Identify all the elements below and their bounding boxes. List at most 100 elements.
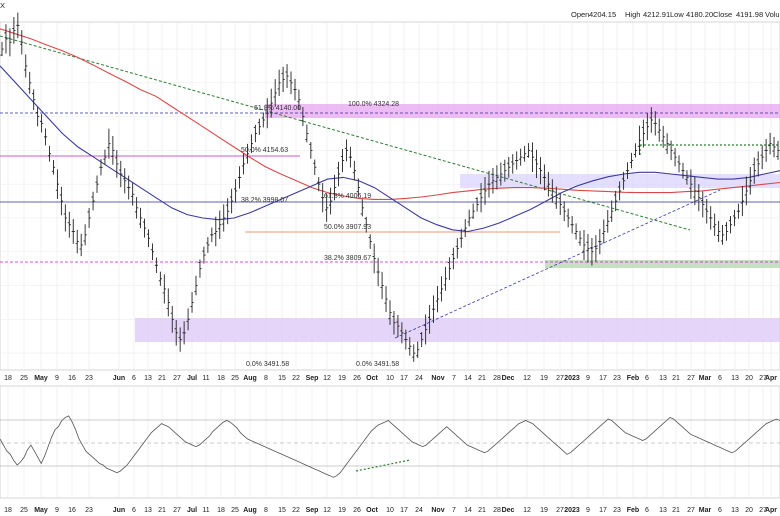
x-tick-label: Dec: [502, 375, 515, 382]
price-bar: [99, 159, 103, 176]
price-bar: [732, 209, 737, 227]
price-bar: [249, 134, 254, 153]
x-tick-label: 17: [599, 507, 607, 514]
price-bar: [364, 216, 368, 233]
x-tick-label: Jun: [113, 507, 125, 514]
x-tick-label: 27: [173, 507, 181, 514]
ohlc-header: X Open 4204.15 High 4212.91 Low 4180.20 …: [0, 1, 780, 19]
price-bar: [107, 128, 111, 159]
price-bar: [752, 157, 756, 184]
price-bar: [75, 229, 79, 254]
price-bar: [554, 186, 558, 209]
price-bar: [277, 69, 281, 96]
price-bar: [649, 107, 653, 133]
price-bar: [313, 159, 317, 175]
x-tick-label: 13: [144, 375, 152, 382]
x-tick-label: 27: [759, 507, 767, 514]
price-bar: [226, 198, 230, 225]
x-tick-label: 27: [759, 375, 767, 382]
fib-label: 0.0% 3491.58: [356, 361, 399, 368]
price-bar: [713, 213, 717, 236]
price-bar: [598, 229, 602, 255]
price-bar: [503, 159, 507, 182]
price-bar: [772, 136, 776, 158]
x-tick-label: 20: [745, 375, 753, 382]
price-bar: [558, 193, 562, 215]
price-bar: [166, 288, 170, 317]
x-tick-label: May: [34, 375, 48, 382]
price-bar: [325, 193, 329, 222]
price-bar: [717, 220, 721, 243]
price-bars: [0, 12, 780, 362]
price-bar: [202, 246, 206, 264]
price-bar: [495, 165, 499, 190]
price-bar: [420, 332, 424, 348]
x-tick-label: 24: [415, 507, 423, 514]
price-bar: [431, 295, 436, 323]
price-bar: [720, 224, 725, 245]
x-tick-label: 23: [85, 507, 93, 514]
price-bar: [51, 159, 56, 175]
price-bar: [657, 118, 661, 142]
price-bar: [131, 182, 135, 206]
price-bar: [83, 224, 87, 246]
price-bar: [340, 148, 345, 173]
price-bar: [55, 169, 60, 199]
x-tick-label: Jul: [187, 375, 197, 382]
price-bar: [273, 79, 277, 107]
price-bar: [182, 321, 186, 345]
x-tick-label: 13: [731, 375, 739, 382]
price-bar: [388, 300, 392, 325]
price-bar: [546, 171, 550, 197]
support-zone-bottom: [135, 318, 780, 342]
price-bar: [162, 274, 166, 304]
price-bar: [443, 266, 448, 291]
price-bar: [218, 210, 222, 239]
x-tick-label: 27: [556, 375, 564, 382]
price-bar: [20, 30, 24, 55]
high-label: High: [625, 10, 640, 19]
price-bar: [590, 237, 594, 266]
symbol-fragment: X: [0, 1, 5, 10]
x-tick-label: 19: [540, 507, 548, 514]
ma-short-line: [0, 65, 780, 233]
open-value: 4204.15: [589, 10, 616, 19]
price-bar: [697, 184, 701, 212]
x-tick-label: 23: [85, 375, 93, 382]
price-bar: [748, 167, 752, 195]
x-tick-label: Aug: [243, 375, 257, 382]
price-bar: [198, 259, 202, 278]
close-label: Close: [713, 10, 732, 19]
x-tick-label: Apr: [765, 375, 777, 382]
x-axis-top: 18 25 May 9 16 23 Jun 6 13 21 27 Jul 11 18 25 Aug 8 15 22 S…: [4, 375, 777, 382]
x-tick-label: 27: [556, 507, 564, 514]
low-value: 4180.20: [686, 10, 713, 19]
price-bar: [507, 156, 511, 178]
price-bar: [416, 341, 420, 358]
price-bar: [439, 276, 444, 302]
x-tick-label: 14: [464, 507, 472, 514]
x-tick-label: 10: [386, 507, 394, 514]
price-bar: [24, 54, 28, 78]
price-bar: [681, 162, 685, 179]
price-bar: [253, 124, 257, 143]
price-bar: [261, 112, 265, 128]
x-tick-label: 26: [353, 507, 361, 514]
x-tick-label: Nov: [431, 507, 444, 514]
x-tick-label: 17: [599, 375, 607, 382]
x-tick-label: 13: [731, 507, 739, 514]
fib-label: 50.0% 4154.63: [241, 147, 288, 154]
x-tick-label: 2023: [564, 375, 580, 382]
price-bar: [269, 88, 273, 118]
price-bar: [285, 64, 289, 89]
x-tick-label: 22: [292, 507, 300, 514]
x-tick-label: 21: [672, 375, 680, 382]
x-tick-label: 6: [132, 375, 136, 382]
price-bar: [392, 310, 396, 335]
x-tick-label: 25: [231, 375, 239, 382]
price-bar: [368, 234, 372, 249]
price-bar: [317, 177, 321, 192]
x-tick-label: 27: [687, 375, 695, 382]
x-tick-label: 21: [478, 375, 486, 382]
price-bar: [396, 314, 400, 338]
